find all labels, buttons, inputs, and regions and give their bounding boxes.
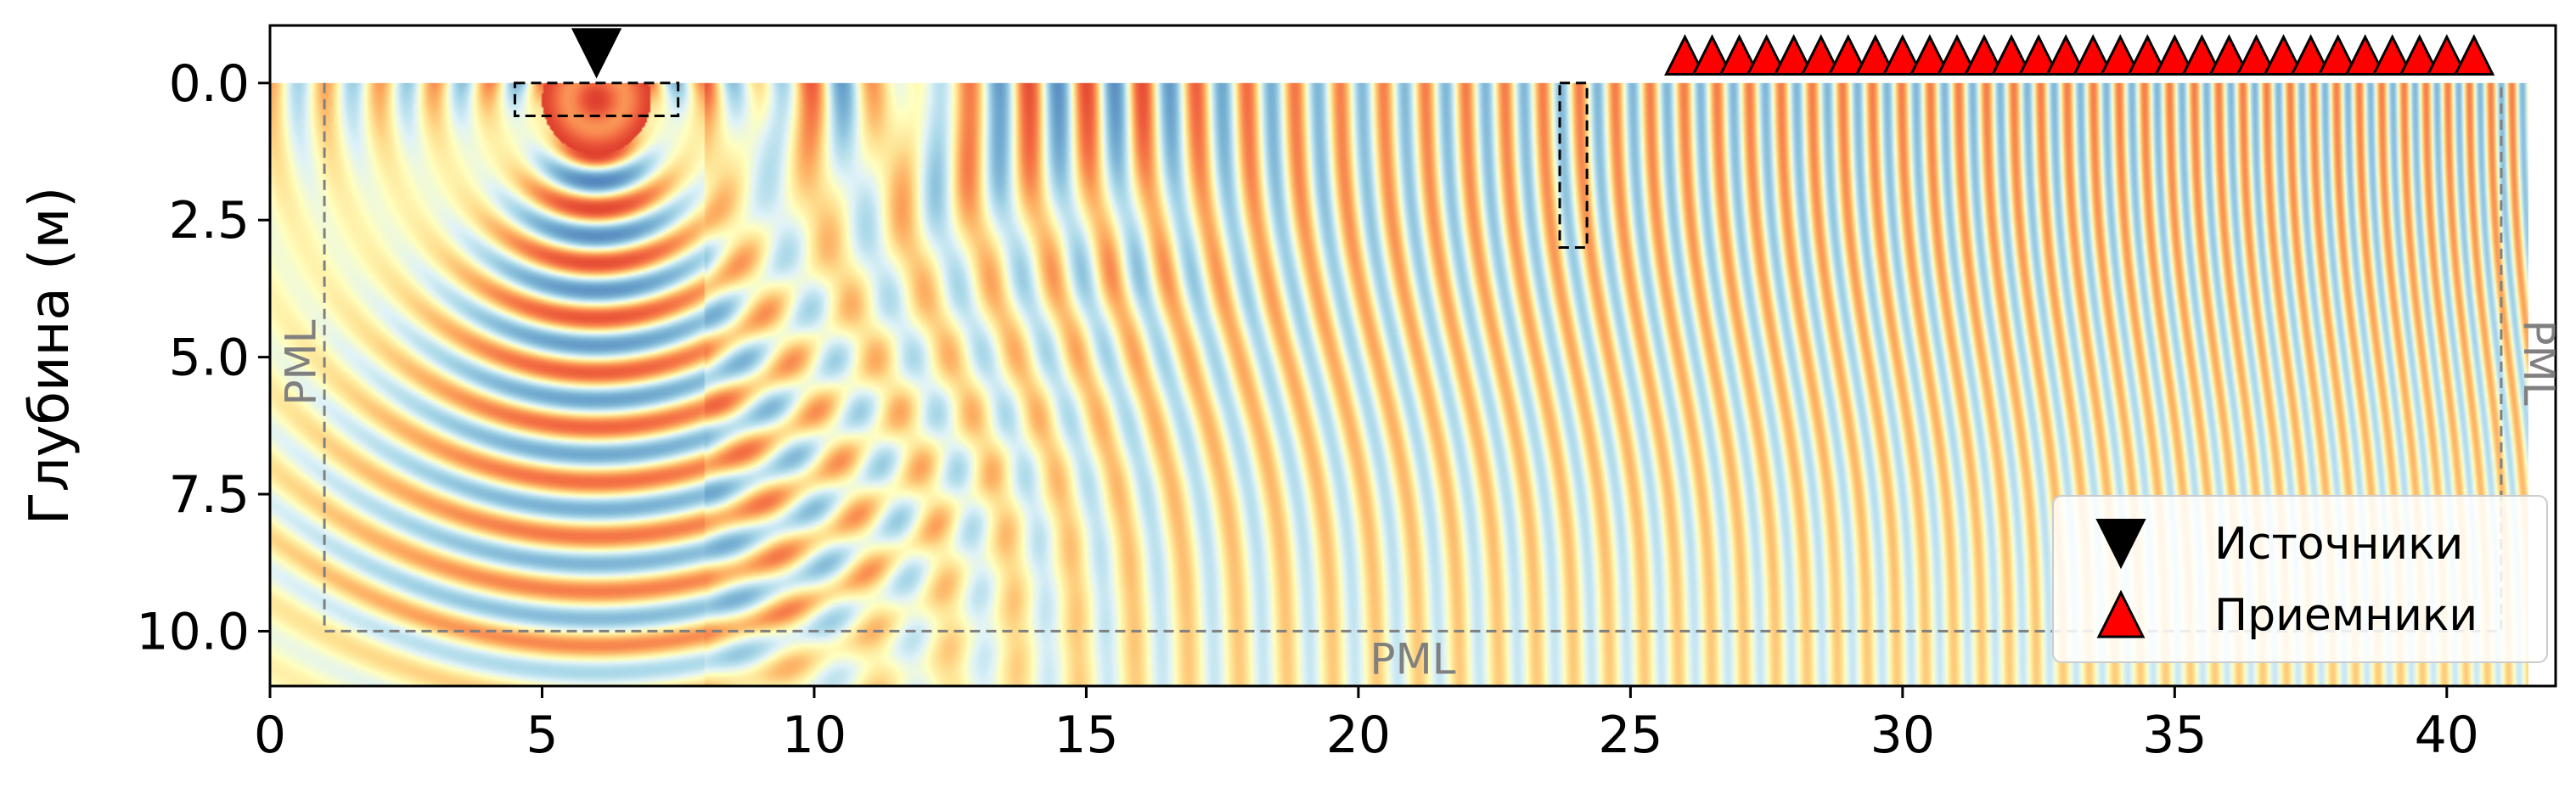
receiver-marker bbox=[2153, 34, 2196, 76]
receiver-marker bbox=[1854, 34, 1897, 76]
receiver-marker bbox=[1963, 34, 2005, 76]
receiver-marker bbox=[1718, 34, 1760, 76]
receiver-marker bbox=[1936, 34, 1978, 76]
x-tick-label: 0 bbox=[254, 706, 286, 765]
legend-source-label: Источники bbox=[2214, 519, 2463, 570]
receiver-marker bbox=[1990, 34, 2033, 76]
receiver-marker bbox=[2317, 34, 2359, 76]
receiver-marker bbox=[2426, 34, 2468, 76]
pml-bottom-label: PML bbox=[1370, 635, 1455, 684]
legend-receiver-marker bbox=[2096, 589, 2146, 638]
receiver-marker bbox=[2180, 34, 2223, 76]
receiver-marker bbox=[2344, 34, 2387, 76]
y-tick-label: 0.0 bbox=[169, 54, 250, 114]
y-axis-label: Глубина (м) bbox=[19, 187, 82, 526]
receiver-marker bbox=[2371, 34, 2414, 76]
x-tick-label: 40 bbox=[2415, 706, 2479, 765]
receiver-marker bbox=[1746, 34, 1788, 76]
receiver-marker bbox=[2099, 34, 2141, 76]
receiver-marker bbox=[1691, 34, 1733, 76]
receiver-marker bbox=[2044, 34, 2087, 76]
source-zone-box bbox=[513, 82, 680, 118]
receiver-marker bbox=[1664, 34, 1706, 76]
x-tick-label: 35 bbox=[2142, 706, 2207, 765]
receiver-marker bbox=[1800, 34, 1842, 76]
receiver-marker bbox=[2236, 34, 2277, 76]
x-tick-label: 20 bbox=[1326, 706, 1391, 765]
legend-source-marker bbox=[2095, 519, 2146, 570]
receiver-marker bbox=[1773, 34, 1815, 76]
y-tick-label: 10.0 bbox=[136, 602, 250, 661]
x-tick-label: 15 bbox=[1054, 706, 1118, 765]
receiver-marker bbox=[2072, 34, 2114, 76]
receiver-marker bbox=[1881, 34, 1924, 76]
receiver-marker bbox=[2126, 34, 2168, 76]
receiver-marker bbox=[2453, 34, 2495, 76]
x-tick-label: 30 bbox=[1870, 706, 1935, 765]
receiver-marker bbox=[2290, 34, 2331, 76]
source-marker bbox=[571, 28, 622, 79]
y-tick-label: 2.5 bbox=[169, 191, 250, 250]
legend-box bbox=[2052, 495, 2548, 663]
plot-frame bbox=[268, 24, 2557, 688]
y-tick-label: 7.5 bbox=[169, 465, 250, 525]
x-tick-label: 10 bbox=[782, 706, 846, 765]
legend: Источники Приемники bbox=[2052, 495, 2548, 663]
receiver-marker bbox=[2399, 34, 2441, 76]
receiver-marker bbox=[1827, 34, 1870, 76]
receiver-marker bbox=[2017, 34, 2060, 76]
legend-receiver-label: Приемники bbox=[2214, 590, 2478, 641]
pml-right-label: PML bbox=[2514, 319, 2563, 405]
receiver-marker bbox=[2263, 34, 2304, 76]
x-tick-label: 25 bbox=[1598, 706, 1662, 765]
receiver-marker bbox=[2208, 34, 2250, 76]
receiver-marker bbox=[1909, 34, 1951, 76]
pml-left-label: PML bbox=[276, 319, 325, 405]
x-tick-label: 5 bbox=[526, 706, 558, 765]
y-tick-label: 5.0 bbox=[169, 329, 250, 388]
pml-boundary bbox=[323, 82, 2503, 633]
